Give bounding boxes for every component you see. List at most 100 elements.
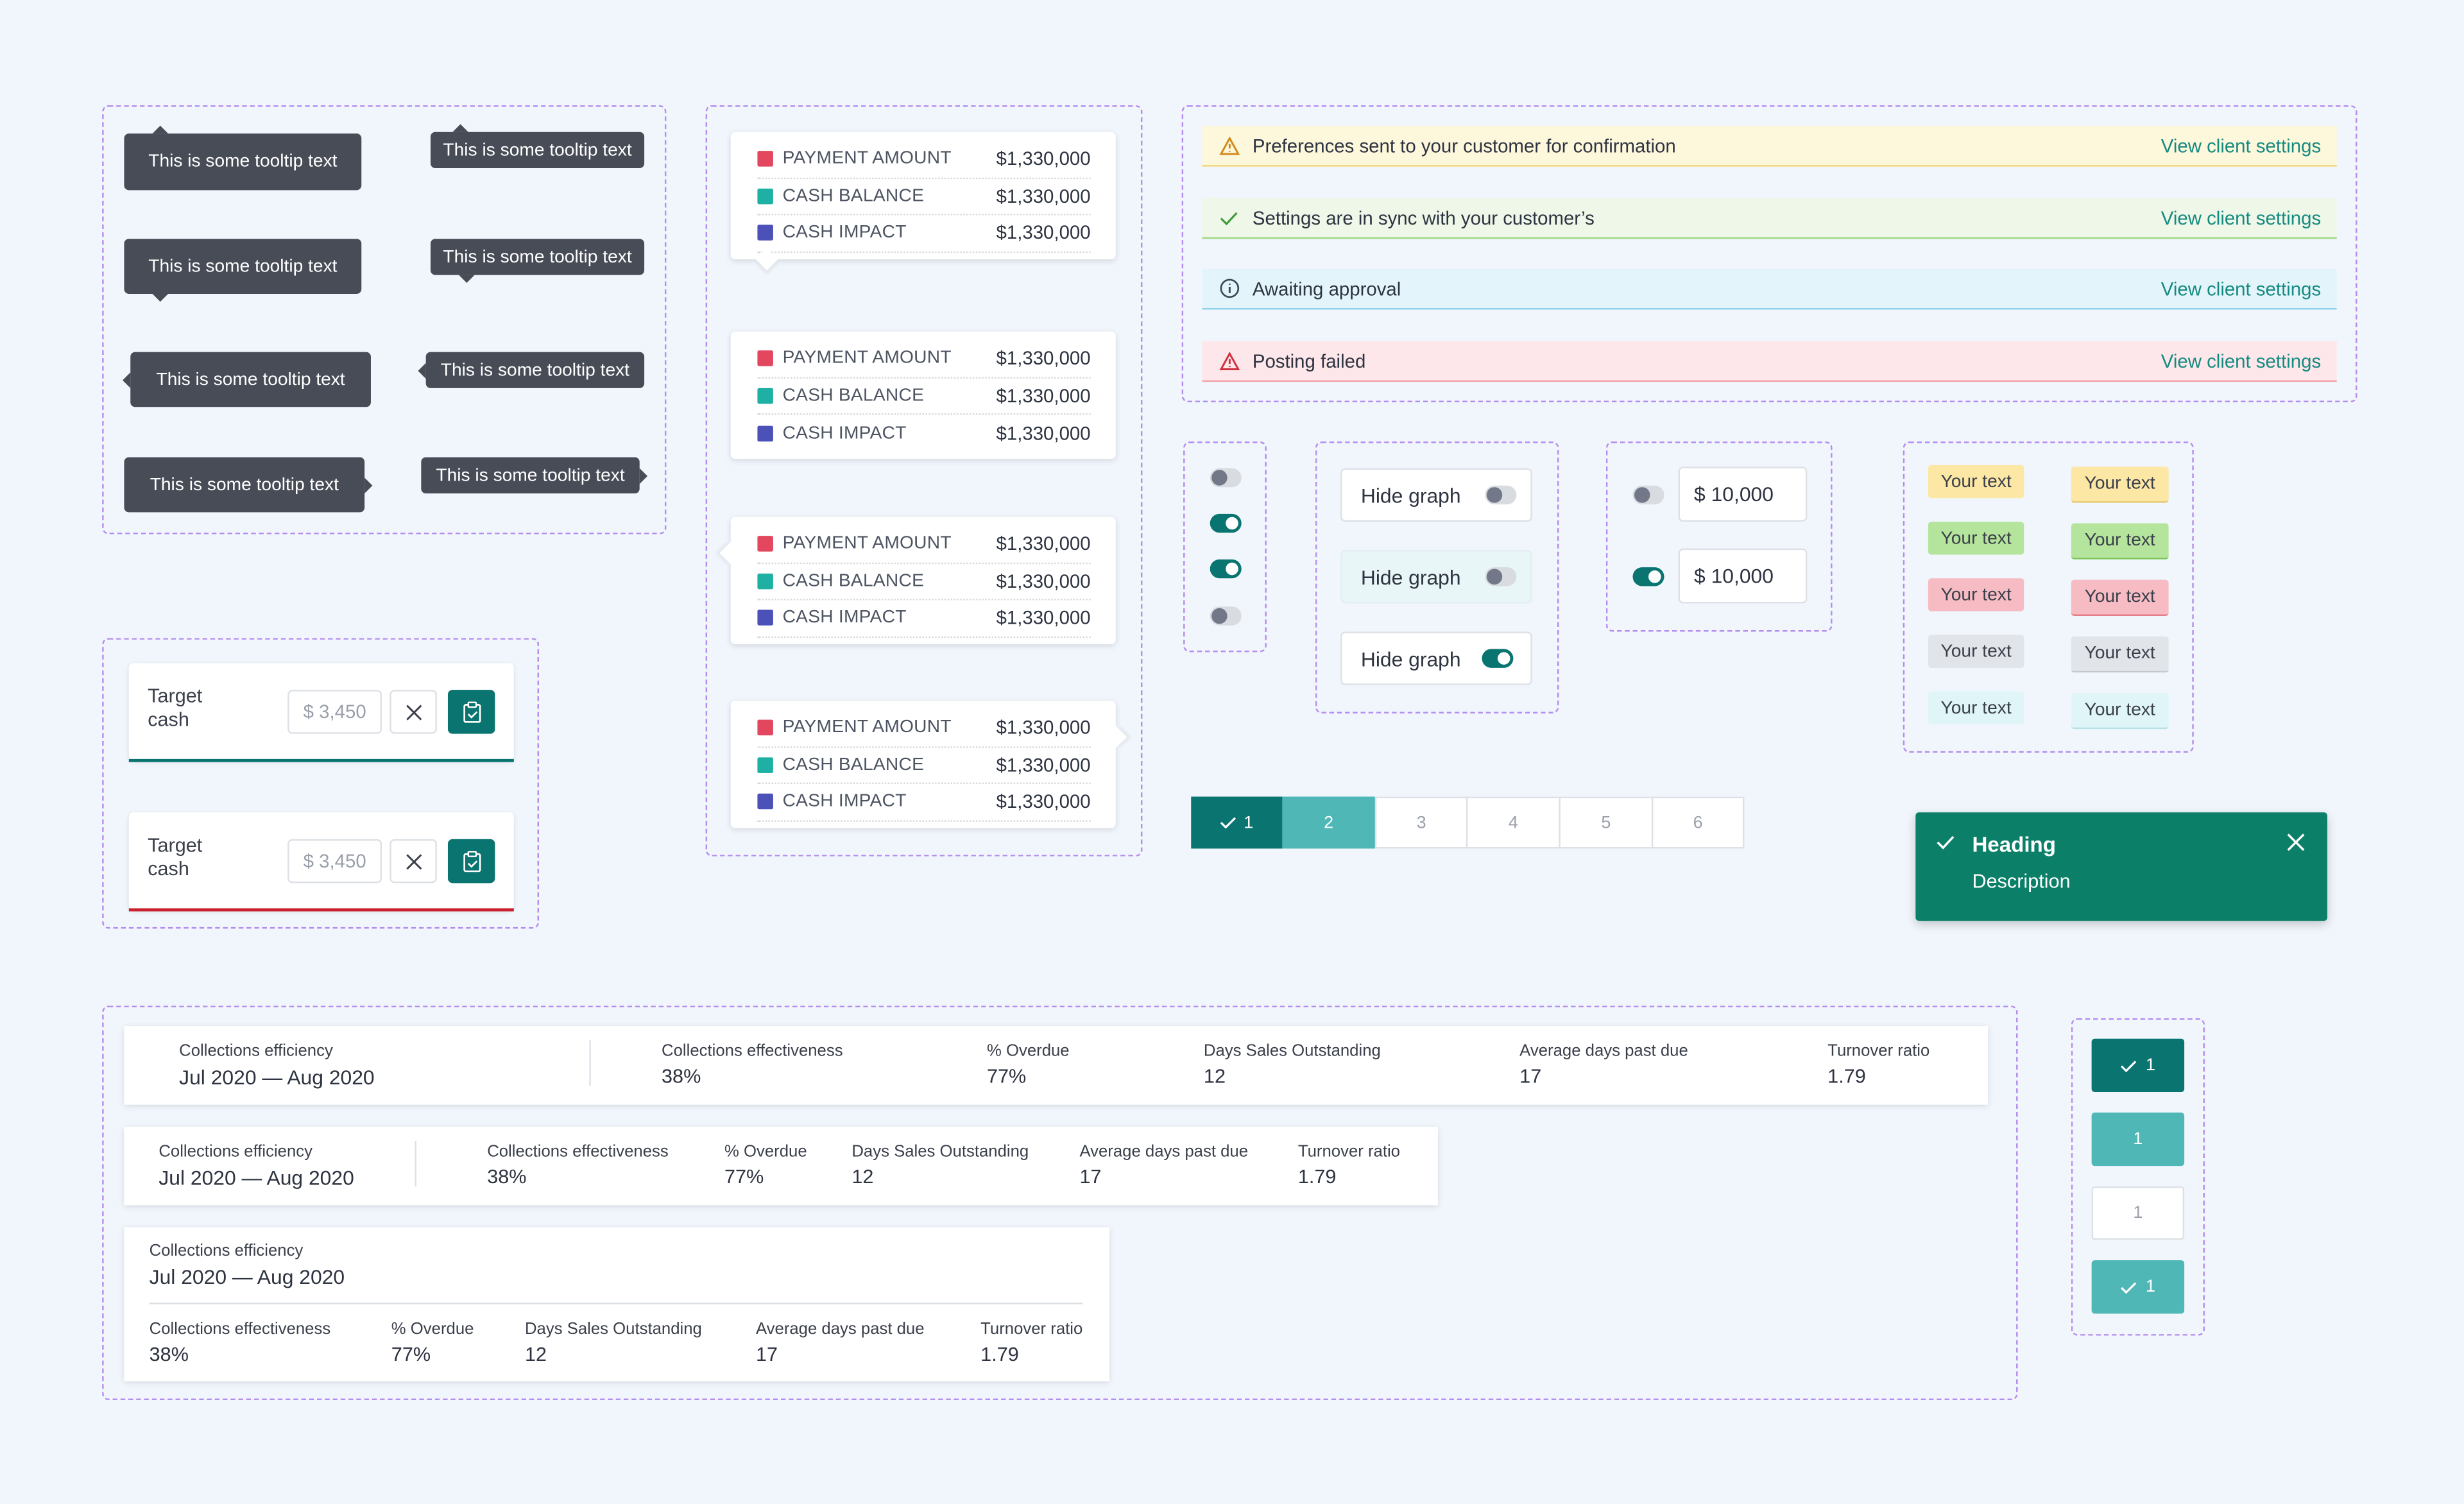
tooltip: This is some tooltip text (421, 457, 647, 493)
payment-row: CASH IMPACT $1,330,000 (757, 601, 1091, 638)
stat-value: Jul 2020 — Aug 2020 (149, 1265, 345, 1289)
payment-row-value: $1,330,000 (996, 221, 1091, 244)
payment-row: CASH IMPACT $1,330,000 (757, 784, 1091, 821)
payment-row-value: $1,330,000 (996, 533, 1091, 556)
page-button-2[interactable]: 2 (1282, 796, 1375, 849)
page-button-1[interactable]: 1 (1191, 796, 1283, 849)
view-client-settings-link[interactable]: View client settings (2160, 349, 2322, 372)
stat-value: 1.79 (980, 1343, 1019, 1366)
stat-value: 77% (391, 1343, 431, 1366)
stat-label: Days Sales Outstanding (524, 1320, 702, 1339)
target-cash-input[interactable]: $ 3,450 (287, 839, 382, 884)
stat-label: Collections effectiveness (149, 1320, 331, 1339)
tag-gray: Your text (2071, 636, 2169, 673)
view-client-settings-link[interactable]: View client settings (2160, 207, 2322, 229)
stat-label: Turnover ratio (980, 1320, 1083, 1339)
hide-graph-control[interactable]: Hide graph (1340, 550, 1532, 604)
payment-row: CASH BALANCE $1,330,000 (757, 178, 1091, 216)
close-icon[interactable] (2286, 833, 2305, 851)
tooltip: This is some tooltip text (431, 239, 645, 283)
tooltip-group (102, 105, 667, 534)
payment-row-label: PAYMENT AMOUNT (782, 349, 952, 368)
side-page-button[interactable]: 1 (2091, 1186, 2185, 1240)
alert-banner: Posting failed View client settings (1202, 341, 2337, 382)
stat-label: Days Sales Outstanding (1203, 1041, 1381, 1061)
alert-text: Preferences sent to your customer for co… (1252, 134, 1676, 157)
stat-value: 38% (149, 1343, 189, 1366)
payment-row-value: $1,330,000 (996, 790, 1091, 813)
stat-value: Jul 2020 — Aug 2020 (158, 1166, 354, 1190)
stat-label: Average days past due (1079, 1142, 1249, 1161)
side-page-button[interactable]: 1 (2091, 1038, 2185, 1093)
clear-button[interactable] (389, 839, 437, 884)
target-cash-field: Target cash $ 3,450 (128, 812, 514, 912)
payment-row: PAYMENT AMOUNT $1,330,000 (757, 526, 1091, 563)
divider (149, 1303, 1083, 1304)
warning-icon (1218, 134, 1240, 156)
clear-button[interactable] (389, 690, 437, 734)
payment-row-label: CASH IMPACT (782, 792, 907, 812)
page-button-3[interactable]: 3 (1374, 796, 1468, 849)
stat-label: Collections efficiency (149, 1241, 304, 1261)
confirm-button[interactable] (447, 690, 495, 734)
payment-row-label: PAYMENT AMOUNT (782, 150, 952, 169)
amount-input[interactable]: $ 10,000 (1678, 548, 1808, 604)
hide-graph-control[interactable]: Hide graph (1340, 468, 1532, 522)
stat-value: 12 (1203, 1065, 1226, 1088)
view-client-settings-link[interactable]: View client settings (2160, 277, 2322, 300)
hide-graph-label: Hide graph (1360, 565, 1461, 589)
payment-row-value: $1,330,000 (996, 347, 1091, 370)
legend-swatch (757, 573, 773, 589)
hide-graph-toggle[interactable] (1482, 649, 1514, 668)
payment-row-value: $1,330,000 (996, 185, 1091, 207)
alert-text: Awaiting approval (1252, 277, 1401, 300)
target-cash-group (102, 638, 540, 929)
warning-icon (1218, 350, 1240, 372)
legend-swatch (757, 225, 773, 241)
tag-yellow: Your text (1928, 465, 2024, 499)
amount-toggle[interactable] (1632, 485, 1664, 505)
toggle-switch[interactable] (1210, 468, 1242, 488)
tooltip: This is some tooltip text (124, 239, 362, 302)
check-icon (1220, 817, 1237, 829)
toggle-switch[interactable] (1210, 606, 1242, 626)
hide-graph-toggle[interactable] (1485, 567, 1517, 586)
info-icon (1218, 277, 1240, 299)
tooltip: This is some tooltip text (431, 124, 645, 169)
payment-row-label: CASH BALANCE (782, 186, 925, 206)
hide-graph-toggle[interactable] (1485, 485, 1517, 505)
payment-summary-card: PAYMENT AMOUNT $1,330,000 CASH BALANCE $1,3… (730, 701, 1127, 828)
tag-green: Your text (1928, 522, 2024, 555)
payment-row-value: $1,330,000 (996, 148, 1091, 171)
payment-row-value: $1,330,000 (996, 753, 1091, 776)
amount-toggle[interactable] (1632, 567, 1664, 586)
stats-bar-wide: Collections efficiency Jul 2020 — Aug 20… (124, 1026, 1988, 1105)
page-button-6[interactable]: 6 (1651, 796, 1745, 849)
amount-input[interactable]: $ 10,000 (1678, 466, 1808, 522)
target-cash-field: Target cash $ 3,450 (128, 663, 514, 762)
toggle-switch[interactable] (1210, 513, 1242, 533)
alert-banner: Settings are in sync with your customer’… (1202, 198, 2337, 239)
stat-value: 1.79 (1297, 1166, 1337, 1188)
toggle-switch[interactable] (1210, 559, 1242, 579)
hide-graph-control[interactable]: Hide graph (1340, 631, 1532, 685)
page-button-5[interactable]: 5 (1559, 796, 1654, 849)
page-button-4[interactable]: 4 (1466, 796, 1561, 849)
stat-label: % Overdue (391, 1320, 474, 1339)
target-cash-input[interactable]: $ 3,450 (287, 690, 382, 734)
hide-graph-group (1315, 441, 1559, 714)
check-icon (1218, 207, 1240, 228)
confirm-button[interactable] (447, 839, 495, 884)
check-icon (2121, 1059, 2137, 1072)
view-client-settings-link[interactable]: View client settings (2160, 134, 2322, 157)
payment-summary-card: PAYMENT AMOUNT $1,330,000 CASH BALANCE $1,3… (719, 517, 1116, 644)
side-page-button[interactable]: 1 (2091, 1260, 2185, 1314)
payment-row-label: CASH BALANCE (782, 571, 925, 591)
payment-row-label: CASH IMPACT (782, 223, 907, 243)
stat-value: 77% (986, 1065, 1027, 1088)
stat-label: Collections effectiveness (662, 1041, 843, 1061)
side-page-button[interactable]: 1 (2091, 1112, 2185, 1166)
payment-row-label: CASH IMPACT (782, 423, 907, 443)
legend-swatch (757, 350, 773, 367)
stat-value: 17 (1519, 1065, 1542, 1088)
